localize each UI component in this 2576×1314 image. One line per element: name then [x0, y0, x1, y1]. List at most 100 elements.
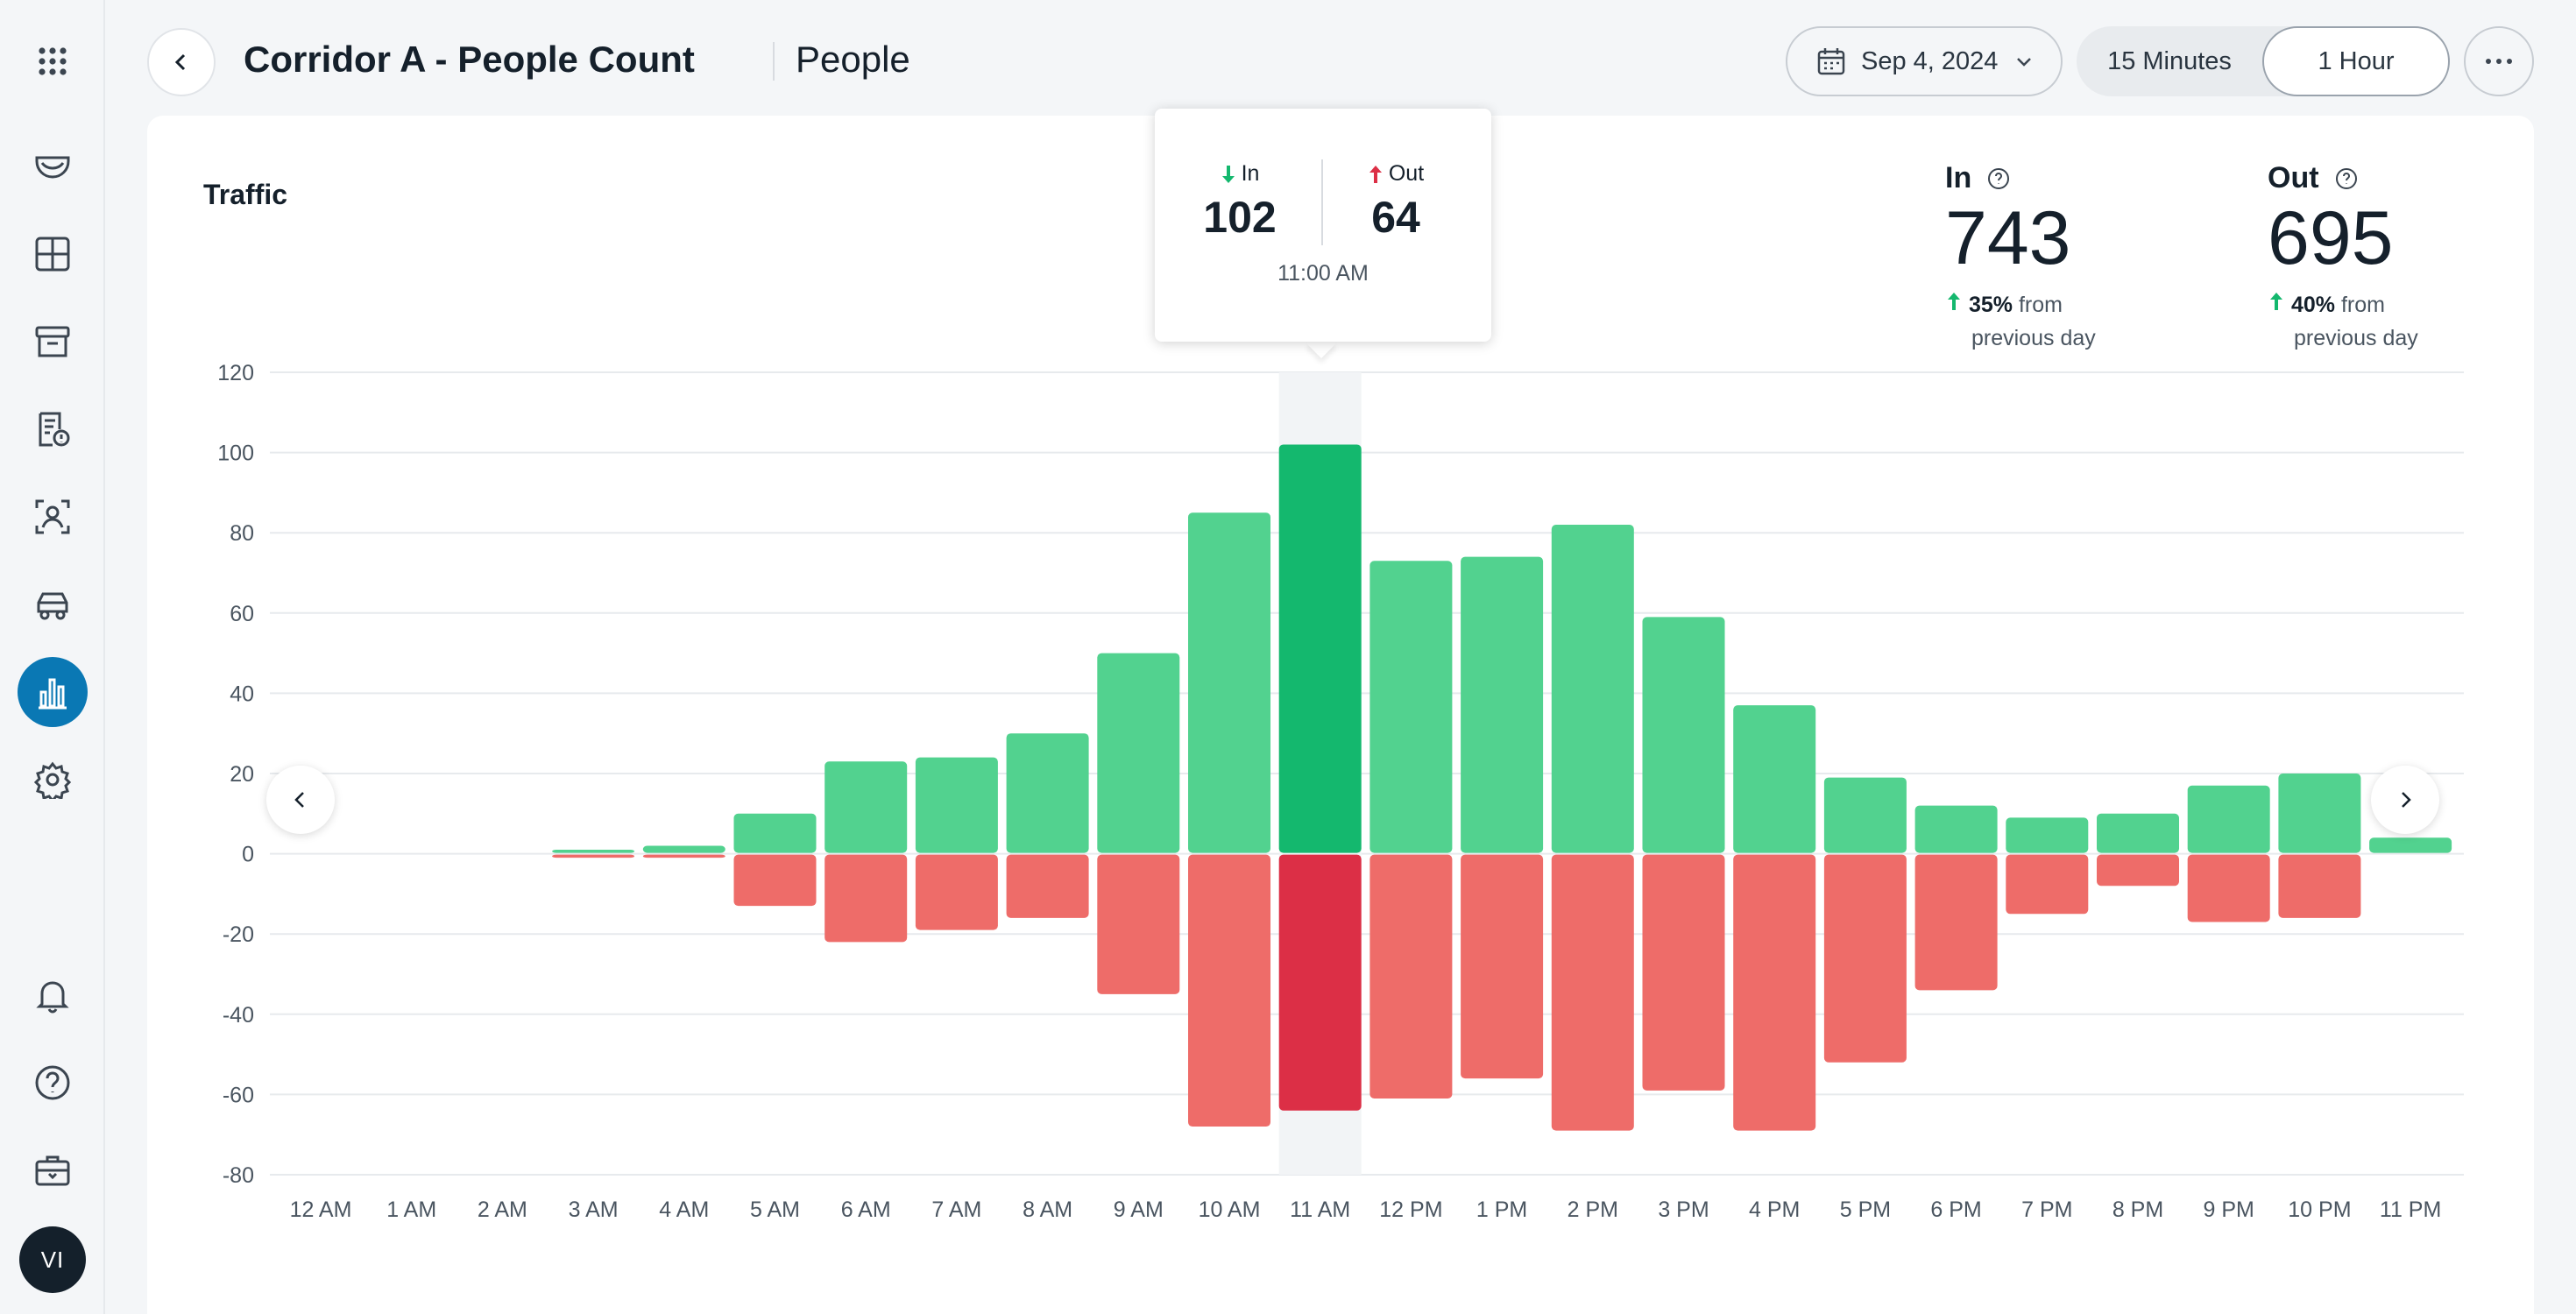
bar-in-6-pm	[1914, 805, 1998, 853]
y-tick-label: -80	[223, 1163, 254, 1188]
title-divider	[773, 42, 775, 81]
bar-in-5-pm	[1823, 777, 1907, 853]
kpi-in-delta-text2: previous day	[1971, 326, 2096, 350]
bar-out-8-pm	[2097, 854, 2179, 887]
x-tick-label: 2 AM	[478, 1197, 527, 1222]
interval-toggle: 15 Minutes 1 Hour	[2077, 26, 2450, 96]
x-tick-label: 10 PM	[2288, 1197, 2351, 1222]
bar-out-4-pm	[1733, 854, 1816, 1131]
tooltip-time: 11:00 AM	[1277, 261, 1369, 286]
x-tick-label: 12 AM	[290, 1197, 352, 1222]
more-options-button[interactable]	[2464, 26, 2534, 96]
x-tick-label: 10 AM	[1199, 1197, 1261, 1222]
kpi-out-value: 695	[2268, 196, 2394, 280]
x-tick-label: 6 AM	[841, 1197, 891, 1222]
bar-in-7-pm	[2006, 817, 2089, 853]
bar-in-3-am	[552, 850, 635, 853]
bar-out-3-pm	[1642, 854, 1725, 1091]
x-tick-label: 8 PM	[2112, 1197, 2163, 1222]
bar-in-8-am	[1006, 733, 1089, 853]
bar-in-1-pm	[1461, 556, 1544, 853]
kpi-out-delta-pct: 40%	[2290, 293, 2335, 317]
toolbox-icon[interactable]	[18, 1135, 88, 1205]
info-icon[interactable]	[1987, 167, 2010, 190]
layout-grid-icon[interactable]	[18, 219, 88, 289]
bell-icon[interactable]	[18, 960, 88, 1030]
report-alert-icon[interactable]	[18, 394, 88, 464]
bar-in-9-am	[1097, 653, 1180, 853]
x-tick-label: 11 PM	[2380, 1197, 2441, 1222]
page-subtitle: People	[796, 39, 910, 80]
bar-out-4-am	[642, 854, 725, 858]
bar-out-9-pm	[2187, 854, 2270, 922]
tooltip-in-value: 102	[1203, 193, 1277, 242]
bar-in-10-am	[1188, 512, 1270, 853]
chevron-down-icon	[2017, 58, 2032, 67]
bar-out-1-pm	[1461, 854, 1544, 1079]
analytics-icon[interactable]	[18, 657, 88, 727]
bar-out-6-am	[824, 854, 908, 943]
sidebar: VI	[0, 0, 105, 1314]
x-tick-label: 5 PM	[1840, 1197, 1891, 1222]
bar-in-4-am	[642, 845, 725, 853]
interval-15-minutes-button[interactable]: 15 Minutes	[2107, 46, 2232, 75]
face-scan-icon[interactable]	[18, 482, 88, 552]
bar-out-12-pm	[1369, 854, 1453, 1099]
calendar-icon	[1817, 48, 1845, 75]
kpi-in-delta: 35% from previous day	[1945, 288, 2096, 355]
back-button[interactable]	[147, 28, 216, 96]
kpi-out-delta: 40% from previous day	[2268, 288, 2418, 355]
camera-icon[interactable]	[18, 131, 88, 201]
bar-out-2-pm	[1551, 854, 1634, 1131]
x-tick-label: 12 PM	[1379, 1197, 1442, 1222]
vehicle-icon[interactable]	[18, 569, 88, 639]
x-tick-label: 4 AM	[659, 1197, 709, 1222]
archive-icon[interactable]	[18, 307, 88, 377]
x-tick-label: 3 PM	[1658, 1197, 1709, 1222]
kpi-out-delta-text: from	[2340, 293, 2385, 317]
date-picker[interactable]: Sep 4, 2024	[1786, 26, 2063, 96]
kpi-in: In 743 35% from previous day	[1945, 161, 2096, 355]
bar-in-2-pm	[1551, 525, 1634, 853]
avatar[interactable]: VI	[19, 1226, 86, 1293]
y-tick-label: 80	[230, 521, 254, 546]
bar-in-5-am	[733, 813, 817, 853]
chart-prev-button[interactable]	[266, 766, 335, 834]
x-tick-label: 9 PM	[2204, 1197, 2254, 1222]
tooltip-out: Out 64	[1330, 161, 1461, 243]
bar-in-3-pm	[1642, 617, 1725, 853]
x-tick-label: 1 AM	[386, 1197, 436, 1222]
bar-in-10-pm	[2278, 774, 2361, 853]
x-tick-label: 6 PM	[1930, 1197, 1981, 1222]
x-tick-label: 11 AM	[1290, 1197, 1350, 1222]
chart-next-button[interactable]	[2371, 766, 2439, 834]
y-tick-label: -40	[223, 1003, 254, 1028]
tooltip-out-value: 64	[1371, 193, 1420, 242]
tooltip-divider	[1321, 159, 1323, 245]
bar-in-12-pm	[1369, 561, 1453, 853]
x-tick-label: 1 PM	[1476, 1197, 1527, 1222]
settings-icon[interactable]	[18, 745, 88, 815]
tooltip-in-label: In	[1241, 161, 1260, 186]
help-icon[interactable]	[18, 1048, 88, 1118]
chevron-right-icon	[2402, 792, 2411, 808]
apps-grid-icon[interactable]	[18, 26, 88, 96]
kpi-in-delta-pct: 35%	[1968, 293, 2013, 317]
kpi-out: Out 695 40% from previous day	[2268, 161, 2418, 355]
arrow-down-icon	[1221, 165, 1235, 183]
page-title: Corridor A - People Count	[244, 39, 695, 80]
y-tick-label: 60	[230, 602, 254, 626]
y-tick-label: 40	[230, 682, 254, 706]
x-tick-label: 8 AM	[1023, 1197, 1072, 1222]
info-icon[interactable]	[2335, 167, 2358, 190]
y-tick-label: -60	[223, 1083, 254, 1107]
interval-1-hour-button[interactable]: 1 Hour	[2262, 26, 2450, 96]
bar-out-5-pm	[1823, 854, 1907, 1063]
x-tick-label: 7 AM	[931, 1197, 981, 1222]
bar-in-8-pm	[2097, 813, 2179, 853]
chevron-left-icon	[294, 792, 304, 808]
kpi-in-label: In	[1945, 161, 1972, 194]
bar-in-6-am	[824, 761, 908, 853]
bar-out-6-pm	[1914, 854, 1998, 991]
bar-in-9-pm	[2187, 785, 2270, 853]
